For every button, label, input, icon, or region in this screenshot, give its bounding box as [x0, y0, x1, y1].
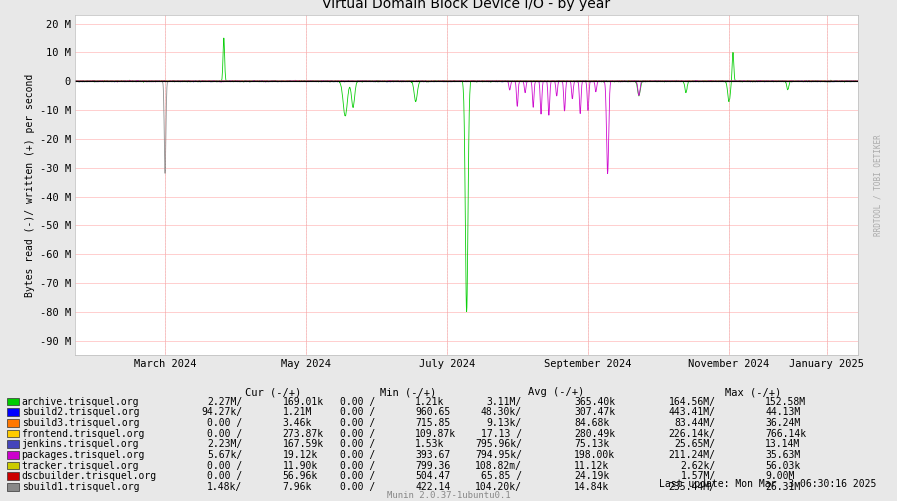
- Text: 504.47: 504.47: [415, 471, 450, 481]
- Text: sbuild2.trisquel.org: sbuild2.trisquel.org: [22, 407, 139, 417]
- Text: 9.00M: 9.00M: [765, 471, 795, 481]
- Text: 422.14: 422.14: [415, 482, 450, 492]
- Text: 0.00 /: 0.00 /: [340, 460, 375, 470]
- Text: 19.12k: 19.12k: [283, 450, 318, 460]
- Text: 48.30k/: 48.30k/: [481, 407, 522, 417]
- Text: 273.87k: 273.87k: [283, 429, 324, 439]
- Text: dscbuilder.trisquel.org: dscbuilder.trisquel.org: [22, 471, 157, 481]
- Bar: [7, 440, 19, 448]
- Text: 393.67: 393.67: [415, 450, 450, 460]
- Text: 152.58M: 152.58M: [765, 397, 806, 407]
- Text: jenkins.trisquel.org: jenkins.trisquel.org: [22, 439, 139, 449]
- Text: RRDTOOL / TOBI OETIKER: RRDTOOL / TOBI OETIKER: [873, 134, 882, 236]
- Text: 0.00 /: 0.00 /: [207, 471, 242, 481]
- Bar: [7, 472, 19, 480]
- Bar: [7, 398, 19, 405]
- Text: 794.95k/: 794.95k/: [475, 450, 522, 460]
- Text: 75.13k: 75.13k: [574, 439, 609, 449]
- Text: 3.11M/: 3.11M/: [487, 397, 522, 407]
- Text: 56.03k: 56.03k: [765, 460, 800, 470]
- Text: 0.00 /: 0.00 /: [340, 482, 375, 492]
- Text: 9.13k/: 9.13k/: [487, 418, 522, 428]
- Text: 211.24M/: 211.24M/: [669, 450, 716, 460]
- Text: 65.85 /: 65.85 /: [481, 471, 522, 481]
- Text: sbuild1.trisquel.org: sbuild1.trisquel.org: [22, 482, 139, 492]
- Y-axis label: Bytes read (-)/ written (+) per second: Bytes read (-)/ written (+) per second: [25, 73, 35, 297]
- Text: 960.65: 960.65: [415, 407, 450, 417]
- Text: Munin 2.0.37-1ubuntu0.1: Munin 2.0.37-1ubuntu0.1: [387, 491, 510, 500]
- Text: 795.96k/: 795.96k/: [475, 439, 522, 449]
- Title: Virtual Domain Block Device I/O - by year: Virtual Domain Block Device I/O - by yea…: [322, 0, 611, 11]
- Text: 26.31M: 26.31M: [765, 482, 800, 492]
- Text: 1.53k: 1.53k: [415, 439, 445, 449]
- Text: 1.57M/: 1.57M/: [681, 471, 716, 481]
- Text: 167.59k: 167.59k: [283, 439, 324, 449]
- Text: 5.67k/: 5.67k/: [207, 450, 242, 460]
- Text: 2.23M/: 2.23M/: [207, 439, 242, 449]
- Text: 94.27k/: 94.27k/: [201, 407, 242, 417]
- Text: 17.13 /: 17.13 /: [481, 429, 522, 439]
- Text: 2.62k/: 2.62k/: [681, 460, 716, 470]
- Text: 0.00 /: 0.00 /: [340, 397, 375, 407]
- Text: 0.00 /: 0.00 /: [340, 450, 375, 460]
- Bar: [7, 483, 19, 490]
- Text: 0.00 /: 0.00 /: [207, 460, 242, 470]
- Text: 365.40k: 365.40k: [574, 397, 615, 407]
- Text: 44.13M: 44.13M: [765, 407, 800, 417]
- Text: 226.14k/: 226.14k/: [669, 429, 716, 439]
- Text: 0.00 /: 0.00 /: [340, 418, 375, 428]
- Text: 104.20k/: 104.20k/: [475, 482, 522, 492]
- Text: 0.00 /: 0.00 /: [340, 471, 375, 481]
- Text: 280.49k: 280.49k: [574, 429, 615, 439]
- Text: tracker.trisquel.org: tracker.trisquel.org: [22, 460, 139, 470]
- Bar: [7, 451, 19, 458]
- Text: Last update: Mon Mar  3 06:30:16 2025: Last update: Mon Mar 3 06:30:16 2025: [659, 479, 876, 489]
- Text: 11.90k: 11.90k: [283, 460, 318, 470]
- Text: 2.27M/: 2.27M/: [207, 397, 242, 407]
- Text: 24.19k: 24.19k: [574, 471, 609, 481]
- Text: 0.00 /: 0.00 /: [340, 407, 375, 417]
- Text: 1.21k: 1.21k: [415, 397, 445, 407]
- Text: 0.00 /: 0.00 /: [207, 418, 242, 428]
- Bar: [7, 419, 19, 427]
- Text: 83.44M/: 83.44M/: [675, 418, 716, 428]
- Text: frontend.trisquel.org: frontend.trisquel.org: [22, 429, 145, 439]
- Text: 443.41M/: 443.41M/: [669, 407, 716, 417]
- Bar: [7, 408, 19, 416]
- Text: 715.85: 715.85: [415, 418, 450, 428]
- Bar: [7, 430, 19, 437]
- Text: 1.21M: 1.21M: [283, 407, 312, 417]
- Text: Max (-/+): Max (-/+): [726, 387, 781, 397]
- Text: 307.47k: 307.47k: [574, 407, 615, 417]
- Text: 799.36: 799.36: [415, 460, 450, 470]
- Text: 25.65M/: 25.65M/: [675, 439, 716, 449]
- Text: 198.00k: 198.00k: [574, 450, 615, 460]
- Text: Min (-/+): Min (-/+): [380, 387, 436, 397]
- Text: 56.96k: 56.96k: [283, 471, 318, 481]
- Text: packages.trisquel.org: packages.trisquel.org: [22, 450, 145, 460]
- Text: sbuild3.trisquel.org: sbuild3.trisquel.org: [22, 418, 139, 428]
- Text: 164.56M/: 164.56M/: [669, 397, 716, 407]
- Text: 36.24M: 36.24M: [765, 418, 800, 428]
- Text: 109.87k: 109.87k: [415, 429, 457, 439]
- Bar: [7, 462, 19, 469]
- Text: Cur (-/+): Cur (-/+): [246, 387, 301, 397]
- Text: 3.46k: 3.46k: [283, 418, 312, 428]
- Text: 108.82m/: 108.82m/: [475, 460, 522, 470]
- Text: 235.44M/: 235.44M/: [669, 482, 716, 492]
- Text: 7.96k: 7.96k: [283, 482, 312, 492]
- Text: 169.01k: 169.01k: [283, 397, 324, 407]
- Text: 35.63M: 35.63M: [765, 450, 800, 460]
- Text: 84.68k: 84.68k: [574, 418, 609, 428]
- Text: 0.00 /: 0.00 /: [207, 429, 242, 439]
- Text: Avg (-/+): Avg (-/+): [528, 387, 584, 397]
- Text: 11.12k: 11.12k: [574, 460, 609, 470]
- Text: 0.00 /: 0.00 /: [340, 439, 375, 449]
- Text: 766.14k: 766.14k: [765, 429, 806, 439]
- Text: 0.00 /: 0.00 /: [340, 429, 375, 439]
- Text: archive.trisquel.org: archive.trisquel.org: [22, 397, 139, 407]
- Text: 13.14M: 13.14M: [765, 439, 800, 449]
- Text: 1.48k/: 1.48k/: [207, 482, 242, 492]
- Text: 14.84k: 14.84k: [574, 482, 609, 492]
